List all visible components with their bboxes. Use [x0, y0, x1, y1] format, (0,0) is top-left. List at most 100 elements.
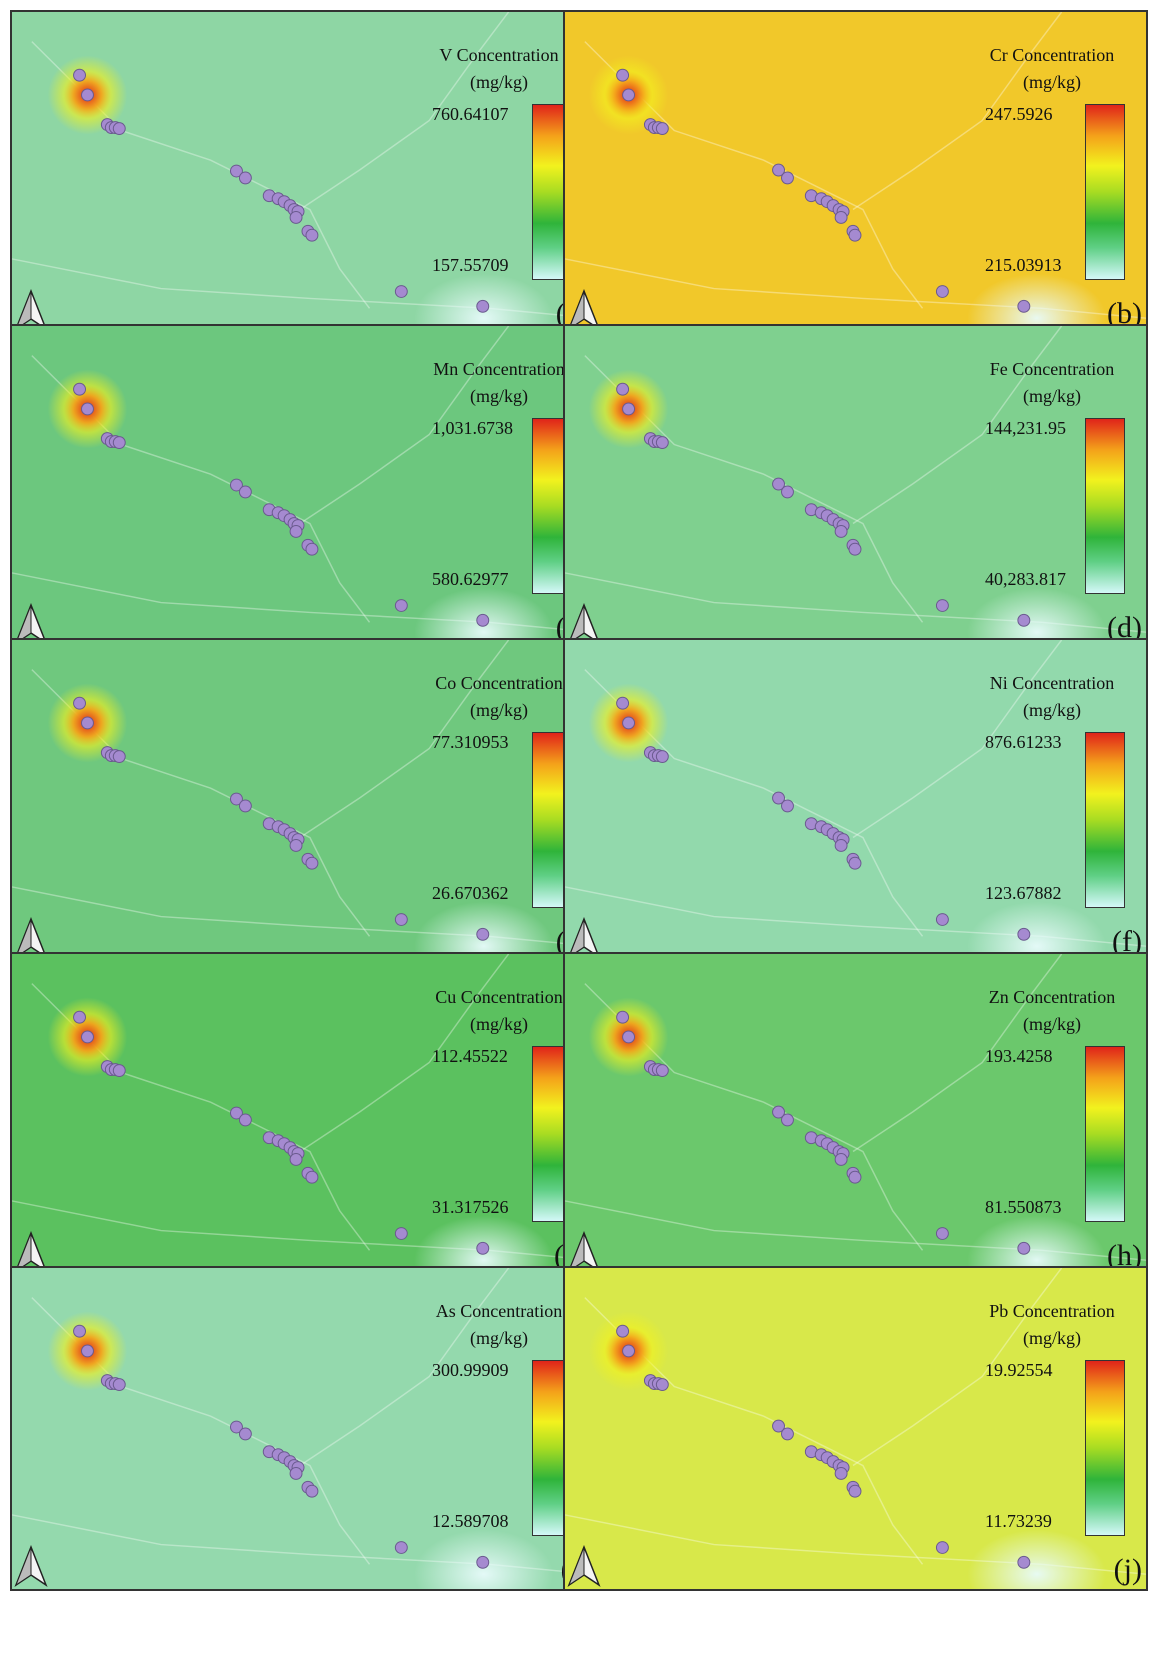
sample-point: [229, 478, 243, 492]
sample-point: [238, 799, 252, 813]
legend-max-value: 19.92554: [985, 1360, 1053, 1380]
legend-title: Cr Concentration (mg/kg): [962, 42, 1142, 96]
legend-element-name: Zn Concentration: [988, 987, 1116, 1007]
sample-point: [305, 856, 319, 870]
north-arrow-icon: [14, 1545, 48, 1587]
legend-max-value: 876.61233: [985, 732, 1062, 752]
legend-min-value: 157.55709: [432, 255, 509, 275]
legend-title: Ni Concentration (mg/kg): [962, 670, 1142, 724]
legend-title: V Concentration (mg/kg): [409, 42, 589, 96]
legend-unit: (mg/kg): [1023, 72, 1081, 92]
low-value-zone: [967, 273, 1107, 333]
interpolation-map: [565, 326, 1146, 647]
legend-min-value: 40,283.817: [985, 569, 1066, 589]
sample-point: [476, 1555, 490, 1569]
sample-point: [848, 1170, 862, 1184]
sample-point: [394, 913, 408, 926]
sample-point: [289, 1153, 303, 1166]
sample-point: [81, 88, 94, 102]
sample-point: [81, 1344, 94, 1358]
sample-point: [238, 1427, 252, 1441]
sample-point: [112, 436, 126, 449]
legend-element-name: Pb Concentration: [989, 1301, 1115, 1321]
map-panel-h: Zn Concentration (mg/kg) 193.4258 81.550873…: [563, 952, 1148, 1277]
sample-point: [781, 1113, 794, 1127]
sample-point: [289, 1467, 303, 1480]
sample-point: [772, 1105, 785, 1119]
sample-point: [781, 171, 794, 185]
sample-point: [935, 913, 949, 926]
sample-point: [772, 163, 785, 177]
legend-title: Zn Concentration (mg/kg): [962, 984, 1142, 1038]
sample-point: [289, 525, 303, 538]
sample-point: [834, 1467, 848, 1480]
sample-point: [305, 228, 319, 242]
north-arrow-icon: [567, 1545, 601, 1587]
sample-point: [616, 68, 630, 82]
north-arrow-icon: [14, 603, 48, 645]
legend-title: Fe Concentration (mg/kg): [962, 356, 1142, 410]
sample-point: [655, 1378, 669, 1391]
interpolation-map: [565, 12, 1146, 333]
north-arrow-icon: [567, 289, 601, 331]
north-arrow-icon: [14, 289, 48, 331]
legend-min-value: 31.317526: [432, 1197, 509, 1217]
sample-point: [81, 716, 94, 730]
sample-point: [655, 750, 669, 763]
interpolation-map: [12, 12, 593, 333]
sample-point: [81, 1030, 94, 1044]
north-arrow-icon: [567, 1231, 601, 1273]
legend-element-name: V Concentration: [439, 45, 559, 65]
legend-unit: (mg/kg): [1023, 1328, 1081, 1348]
legend-max-value: 193.4258: [985, 1046, 1053, 1066]
sample-point: [622, 1344, 636, 1358]
legend-colorbar: [1085, 1046, 1125, 1222]
sample-point: [112, 1064, 126, 1077]
legend-unit: (mg/kg): [470, 72, 528, 92]
sample-point: [834, 525, 848, 538]
legend-colorbar: [1085, 732, 1125, 908]
interpolation-map: [12, 1268, 593, 1589]
map-panel-b: Cr Concentration (mg/kg) 247.5926 215.03913…: [563, 10, 1148, 335]
legend-unit: (mg/kg): [1023, 1014, 1081, 1034]
interpolation-map: [12, 954, 593, 1275]
sample-point: [935, 1541, 949, 1554]
sample-point: [935, 1227, 949, 1240]
interpolation-map: [565, 640, 1146, 961]
sample-point: [848, 856, 862, 870]
sample-point: [622, 88, 636, 102]
sample-point: [935, 599, 949, 612]
sample-point: [616, 382, 630, 396]
sample-point: [781, 1427, 794, 1441]
sample-point: [476, 613, 490, 627]
legend-unit: (mg/kg): [470, 1014, 528, 1034]
legend-max-value: 144,231.95: [985, 418, 1066, 438]
sample-point: [616, 1010, 630, 1024]
sample-point: [476, 1241, 490, 1255]
sample-point: [848, 542, 862, 556]
legend-unit: (mg/kg): [470, 1328, 528, 1348]
sample-point: [616, 696, 630, 710]
legend-unit: (mg/kg): [470, 700, 528, 720]
legend-title: As Concentration (mg/kg): [409, 1298, 589, 1352]
map-panel-e: Co Concentration (mg/kg) 77.310953 26.67036…: [10, 638, 595, 963]
legend-title: Mn Concentration (mg/kg): [409, 356, 589, 410]
sample-point: [394, 1541, 408, 1554]
map-panel-d: Fe Concentration (mg/kg) 144,231.95 40,283.…: [563, 324, 1148, 649]
sample-point: [622, 716, 636, 730]
sample-point: [476, 927, 490, 941]
map-panel-g: Cu Concentration (mg/kg) 112.45522 31.31752…: [10, 952, 595, 1277]
legend-colorbar: [1085, 1360, 1125, 1536]
map-panel-c: Mn Concentration (mg/kg) 1,031.6738 580.629…: [10, 324, 595, 649]
legend-colorbar: [1085, 104, 1125, 280]
map-panel-j: Pb Concentration (mg/kg) 19.92554 11.73239 (…: [563, 1266, 1148, 1591]
legend-min-value: 215.03913: [985, 255, 1062, 275]
legend-min-value: 12.589708: [432, 1511, 509, 1531]
interpolation-map: [565, 1268, 1146, 1589]
legend-max-value: 112.45522: [432, 1046, 508, 1066]
sample-point: [112, 1378, 126, 1391]
low-value-zone: [967, 1529, 1107, 1589]
sample-point: [1017, 613, 1031, 627]
sample-point: [1017, 1241, 1031, 1255]
low-value-zone: [967, 901, 1107, 961]
